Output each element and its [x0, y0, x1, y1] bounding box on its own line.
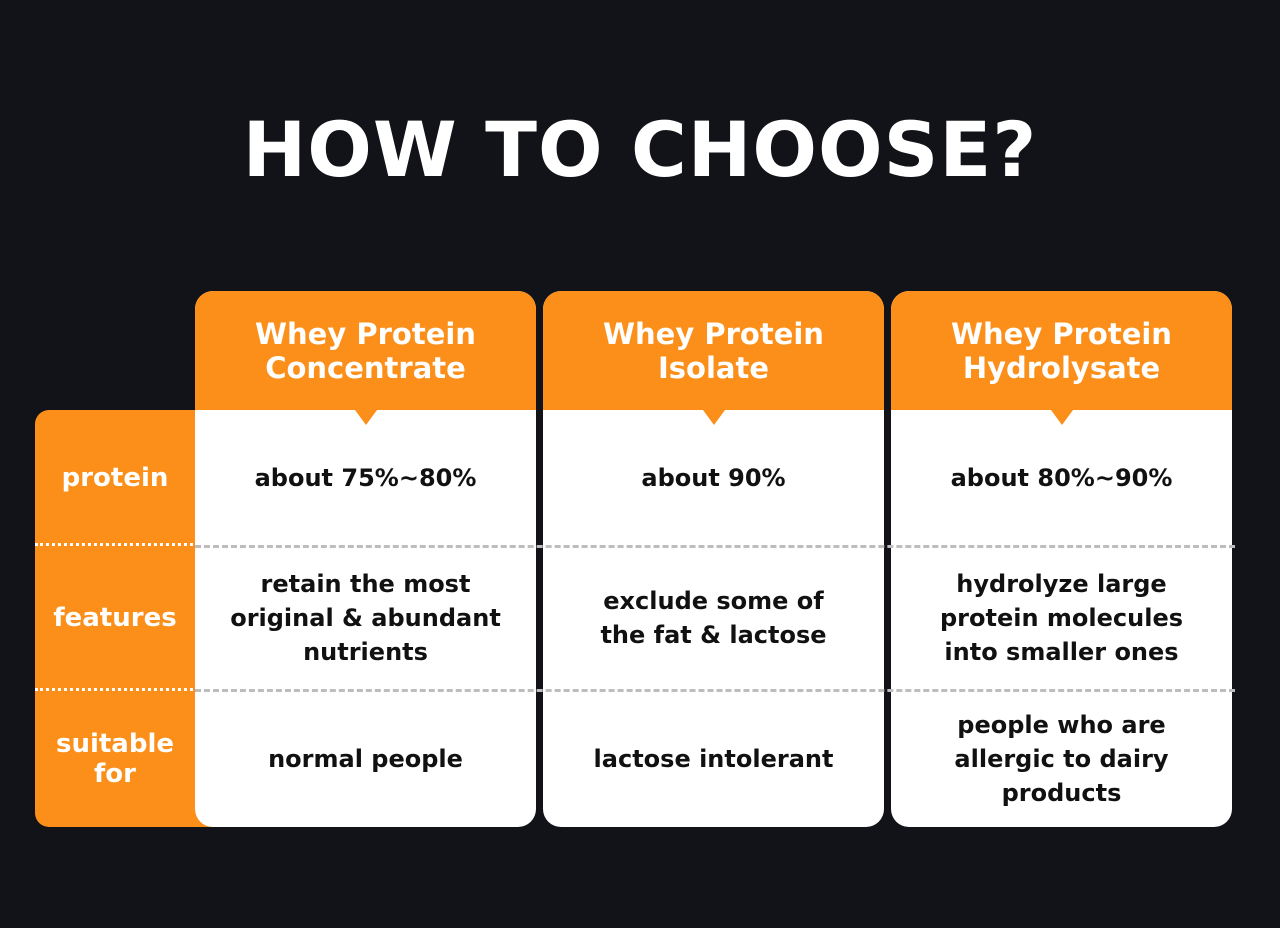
cell-protein: about 90% [641, 463, 786, 492]
cell-features: hydrolyze large protein molecules into s… [939, 569, 1184, 666]
row-label-column: protein features suitable for [35, 410, 215, 827]
cell-protein: about 75%~80% [254, 463, 477, 492]
row-divider [195, 689, 1235, 692]
row-divider [195, 545, 1235, 548]
cell-suitable-for: people who are allergic to dairy product… [954, 710, 1169, 807]
cell-protein: about 80%~90% [950, 463, 1173, 492]
column-header: Whey Protein Hydrolysate [891, 291, 1232, 425]
row-label-features: features [53, 602, 177, 633]
column-header: Whey Protein Concentrate [195, 291, 536, 425]
row-divider [35, 543, 193, 546]
cell-suitable-for: normal people [268, 744, 463, 773]
cell-features: retain the most original & abundant nutr… [230, 569, 501, 666]
cell-suitable-for: lactose intolerant [593, 744, 834, 773]
column-card-concentrate: Whey Protein Concentrate about 75%~80% r… [195, 291, 536, 827]
row-divider [35, 688, 193, 691]
page-title: HOW TO CHOOSE? [242, 105, 1038, 194]
column-header: Whey Protein Isolate [543, 291, 884, 425]
column-card-hydrolysate: Whey Protein Hydrolysate about 80%~90% h… [891, 291, 1232, 827]
cell-features: exclude some of the fat & lactose [600, 586, 827, 649]
row-label-suitable-for: suitable for [55, 728, 175, 789]
column-card-isolate: Whey Protein Isolate about 90% exclude s… [543, 291, 884, 827]
row-label-protein: protein [61, 462, 169, 493]
